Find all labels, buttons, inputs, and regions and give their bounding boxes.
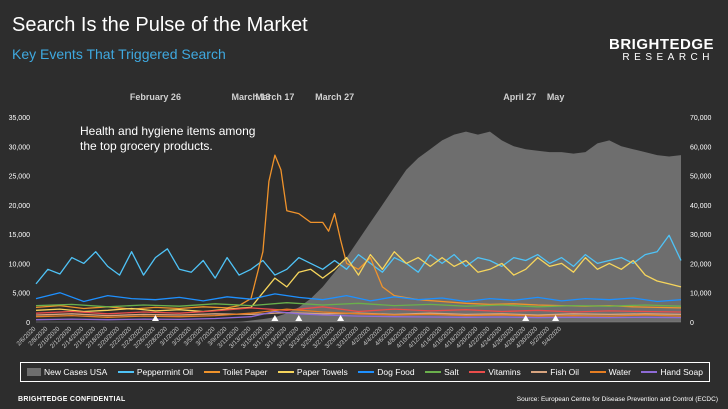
right-axis-tick: 70,000: [690, 115, 712, 122]
source-note: Source: European Centre for Disease Prev…: [516, 396, 718, 403]
legend-item: New Cases USA: [27, 367, 107, 377]
right-axis-tick: 10,000: [690, 291, 712, 298]
area-new-cases-usa: [36, 131, 681, 322]
confidential-label: BRIGHTEDGE CONFIDENTIAL: [18, 396, 126, 403]
left-axis-tick: 0: [26, 320, 30, 327]
legend-swatch: [203, 371, 220, 373]
event-label: March 27: [315, 92, 354, 102]
line-peppermint-oil: [35, 234, 682, 285]
chart-subtitle: Key Events That Triggered Search: [12, 46, 226, 62]
left-axis-tick: 10,000: [9, 261, 31, 268]
left-axis-tick: 30,000: [9, 144, 31, 151]
legend-swatch: [531, 371, 548, 373]
event-marker: [295, 315, 303, 321]
right-axis-tick: 30,000: [690, 232, 712, 239]
legend-label: Dog Food: [377, 367, 415, 377]
legend-label: Fish Oil: [550, 367, 580, 377]
legend-item: Paper Towels: [277, 367, 348, 377]
right-axis-tick: 40,000: [690, 203, 712, 210]
right-axis-tick: 20,000: [690, 261, 712, 268]
legend-swatch: [358, 371, 375, 373]
legend-item: Vitamins: [469, 367, 521, 377]
chart-annotation: Health and hygiene items among the top g…: [80, 124, 256, 153]
left-axis-tick: 15,000: [9, 232, 31, 239]
line-salt: [35, 302, 682, 308]
event-label: March 13: [231, 92, 270, 102]
legend-item: Fish Oil: [531, 367, 579, 377]
chart-legend: New Cases USA Peppermint Oil Toilet Paper P…: [20, 362, 710, 382]
event-marker: [271, 315, 279, 321]
legend-swatch: [27, 368, 41, 376]
brand-logo: BRIGHTEDGE RESEARCH: [609, 36, 714, 63]
legend-swatch: [117, 371, 134, 373]
legend-label: Peppermint Oil: [136, 367, 194, 377]
legend-item: Salt: [425, 367, 459, 377]
event-label: February 26: [130, 92, 181, 102]
line-toilet-paper: [35, 154, 682, 310]
event-label: April 27: [503, 92, 536, 102]
event-marker: [552, 315, 560, 321]
event-marker: [522, 315, 530, 321]
legend-item: Peppermint Oil: [117, 367, 194, 377]
legend-item: Toilet Paper: [203, 367, 268, 377]
legend-label: Vitamins: [488, 367, 521, 377]
event-marker: [337, 315, 345, 321]
left-axis-tick: 20,000: [9, 203, 31, 210]
brand-name: BRIGHTEDGE: [608, 36, 714, 53]
line-vitamins: [35, 306, 682, 315]
right-axis-tick: 60,000: [690, 144, 712, 151]
event-label: May: [547, 92, 565, 102]
event-label: March 17: [255, 92, 294, 102]
left-axis-tick: 25,000: [9, 174, 31, 181]
legend-item: Hand Soap: [641, 367, 703, 377]
left-axis-tick: 5,000: [12, 291, 30, 298]
legend-swatch: [425, 371, 442, 373]
legend-swatch: [641, 371, 658, 373]
brand-tagline: RESEARCH: [622, 52, 714, 63]
legend-item: Water: [589, 367, 631, 377]
line-water: [35, 308, 682, 318]
legend-label: Toilet Paper: [222, 367, 268, 377]
legend-item: Dog Food: [358, 367, 415, 377]
line-dog-food: [35, 292, 682, 303]
legend-label: Hand Soap: [660, 367, 703, 377]
event-marker: [151, 315, 159, 321]
chart-title: Search Is the Pulse of the Market: [12, 14, 308, 36]
left-axis-tick: 35,000: [9, 115, 31, 122]
legend-label: New Cases USA: [44, 367, 108, 377]
legend-label: Paper Towels: [296, 367, 348, 377]
legend-swatch: [589, 371, 606, 373]
legend-swatch: [469, 371, 486, 373]
legend-label: Water: [608, 367, 631, 377]
legend-label: Salt: [444, 367, 459, 377]
right-axis-tick: 50,000: [690, 174, 712, 181]
legend-swatch: [277, 371, 294, 373]
right-axis-tick: 0: [690, 320, 694, 327]
